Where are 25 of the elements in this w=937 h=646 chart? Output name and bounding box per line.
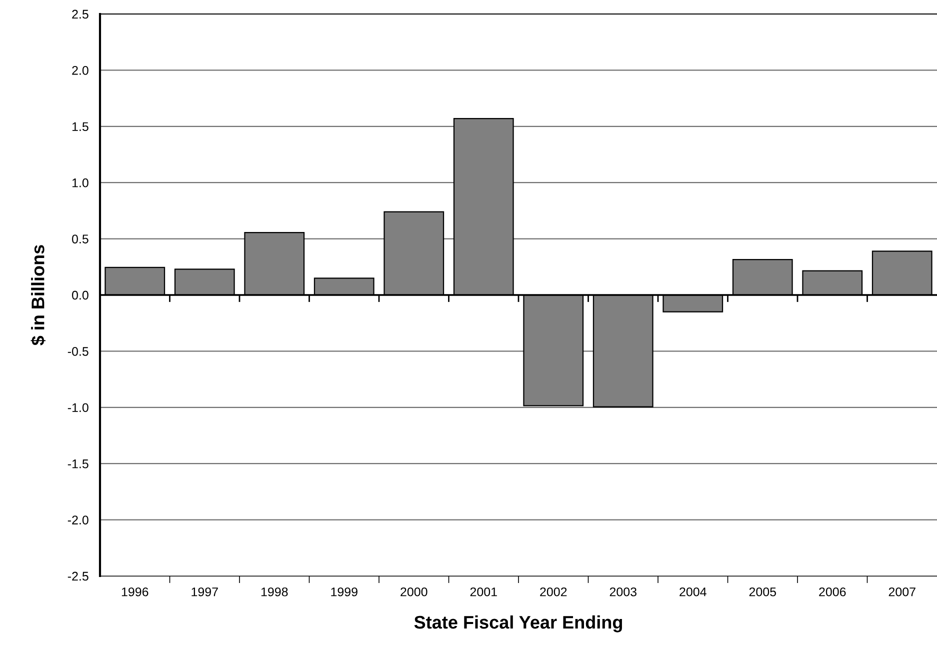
- y-tick-label: 2.5: [72, 10, 88, 19]
- x-tick-label: 2000: [400, 587, 428, 596]
- y-tick-label: -1.0: [68, 403, 88, 412]
- x-tick-label: 2007: [888, 587, 916, 596]
- x-tick-label: 2004: [680, 587, 706, 596]
- y-tick-label: -0.5: [68, 347, 88, 356]
- x-tick-label: 2001: [470, 587, 497, 596]
- x-tick-label: 2002: [540, 587, 567, 596]
- y-axis-title: $ in Billions: [30, 245, 46, 346]
- y-tick-label: 1.5: [72, 122, 88, 132]
- x-tick-label: 1997: [192, 587, 218, 596]
- x-tick-label: 2006: [819, 587, 846, 596]
- x-tick-label: 2003: [610, 587, 636, 596]
- y-tick-label: -2.5: [68, 572, 88, 581]
- x-tick-label: 1996: [122, 587, 148, 596]
- y-tick-label: 1.0: [72, 178, 88, 188]
- x-tick-label: 1998: [261, 587, 288, 596]
- x-axis-title: State Fiscal Year Ending: [414, 615, 622, 632]
- y-tick-label: -2.0: [68, 516, 88, 524]
- y-tick-label: 0.5: [72, 234, 88, 244]
- y-tick-label: 0.0: [72, 290, 88, 300]
- x-tick-label: 1999: [331, 587, 358, 596]
- y-tick-label: 2.0: [72, 66, 88, 75]
- x-tick-label: 2005: [749, 587, 776, 596]
- y-tick-label: -1.5: [68, 460, 88, 468]
